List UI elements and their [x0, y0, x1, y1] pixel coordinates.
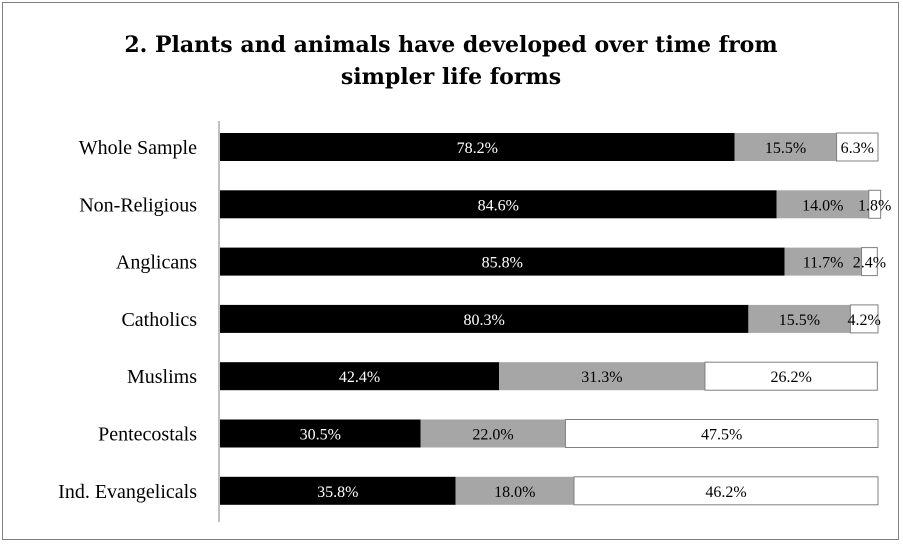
bar-segment-ind-evangelicals-series-3	[573, 476, 879, 506]
data-label-non-religious-series-2: 14.0%	[802, 197, 843, 214]
category-label-ind-evangelicals: Ind. Evangelicals	[58, 481, 197, 503]
bar-segment-pentecostals-series-1	[220, 419, 421, 448]
data-label-muslims-series-1: 42.4%	[339, 369, 380, 386]
data-label-pentecostals-series-2: 22.0%	[472, 427, 513, 444]
data-label-muslims-series-2: 31.3%	[581, 369, 622, 386]
bar-segment-non-religious-series-3	[868, 189, 882, 219]
data-label-pentecostals-series-3: 47.5%	[701, 427, 742, 444]
data-label-pentecostals-series-1: 30.5%	[300, 427, 341, 444]
category-labels-layer: Whole Sample Non-Religious Anglicans Cathol…	[58, 137, 197, 503]
bar-segment-muslims-series-3	[704, 361, 878, 391]
bar-segment-muslims-series-1	[220, 362, 499, 391]
data-label-anglicans-series-1: 85.8%	[482, 255, 523, 272]
data-label-muslims-series-3: 26.2%	[770, 369, 811, 386]
bar-segment-non-religious-series-1	[220, 190, 777, 219]
category-label-catholics: Catholics	[121, 309, 197, 331]
data-label-ind-evangelicals-series-1: 35.8%	[317, 484, 358, 501]
category-label-pentecostals: Pentecostals	[98, 424, 197, 446]
chart-svg: 2. Plants and animals have developed ove…	[58, 32, 891, 522]
data-label-ind-evangelicals-series-2: 18.0%	[494, 484, 535, 501]
bar-segment-non-religious-series-2	[776, 190, 869, 219]
bar-segment-ind-evangelicals-series-1	[220, 476, 456, 505]
bar-segment-whole-sample-series-1	[220, 133, 735, 161]
data-label-catholics-series-2: 15.5%	[779, 312, 820, 329]
bar-segment-pentecostals-series-3	[564, 419, 879, 448]
chart-title-line-2: simpler life forms	[341, 64, 561, 90]
data-label-anglicans-series-3: 2.4%	[853, 255, 886, 272]
data-label-non-religious-series-3: 1.8%	[858, 197, 891, 214]
bar-segment-anglicans-series-3	[861, 247, 878, 277]
bar-segment-whole-sample-series-3	[836, 132, 879, 162]
bar-segment-ind-evangelicals-series-2	[455, 476, 575, 505]
bar-segment-catholics-series-3	[849, 304, 879, 334]
data-label-whole-sample-series-1: 78.2%	[457, 140, 498, 157]
bar-segment-whole-sample-series-2	[734, 133, 837, 161]
bar-segment-pentecostals-series-2	[420, 419, 566, 448]
category-label-non-religious: Non-Religious	[79, 194, 197, 216]
category-label-muslims: Muslims	[127, 366, 197, 388]
bars-layer: 78.2% 15.5% 6.3% 84.6% 14.0% 1.8% 85.8% 11.7% 2.…	[220, 132, 891, 506]
data-label-ind-evangelicals-series-3: 46.2%	[705, 484, 746, 501]
data-label-anglicans-series-2: 11.7%	[803, 255, 844, 272]
bar-segment-anglicans-series-2	[784, 247, 862, 276]
bar-segment-anglicans-series-1	[220, 247, 785, 276]
bar-segment-catholics-series-2	[748, 304, 851, 333]
chart-title-line-1: 2. Plants and animals have developed ove…	[124, 32, 777, 58]
bar-segment-catholics-series-1	[220, 304, 749, 333]
data-label-whole-sample-series-2: 15.5%	[765, 140, 806, 157]
category-label-anglicans: Anglicans	[116, 252, 197, 274]
data-label-catholics-series-3: 4.2%	[848, 312, 881, 329]
bar-segment-muslims-series-2	[498, 362, 705, 391]
data-label-non-religious-series-1: 84.6%	[478, 197, 519, 214]
data-label-catholics-series-1: 80.3%	[464, 312, 505, 329]
data-label-whole-sample-series-3: 6.3%	[841, 140, 874, 157]
category-label-whole-sample: Whole Sample	[79, 137, 197, 159]
